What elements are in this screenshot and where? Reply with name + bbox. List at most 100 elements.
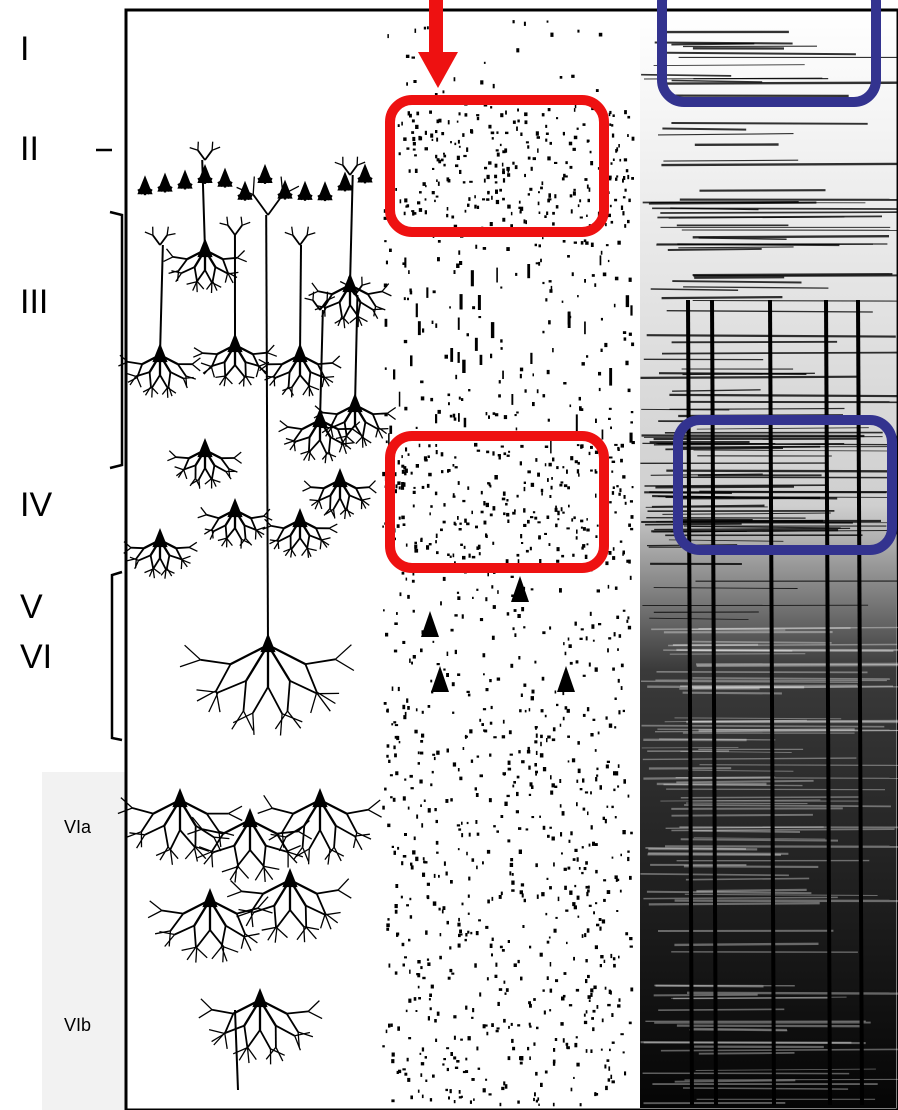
nissl-dot [585,1010,588,1014]
nissl-dot [546,515,550,519]
dendrite [209,899,227,927]
dendrite [257,174,266,181]
nissl-dot [587,198,590,203]
dendrite [149,900,163,912]
nissl-dot [443,152,445,155]
nissl-dot [622,331,627,334]
dendrite [367,809,382,818]
nissl-dot [608,175,612,179]
nissl-dot [450,348,454,362]
nissl-dot [624,1071,627,1076]
nissl-dot [520,444,524,448]
nissl-dot [618,492,621,496]
nissl-dot [458,1090,461,1094]
dendrite [319,798,348,815]
nissl-dot [576,127,579,130]
nissl-dot [412,136,416,142]
nissl-dot [535,131,539,136]
nissl-dot [506,454,510,457]
myelin-fiber [692,299,898,302]
myelin-fiber [646,890,812,895]
nissl-dot [492,605,496,609]
dendrite [165,568,175,574]
nissl-dot [563,972,567,975]
nissl-dot [493,736,497,739]
nissl-dot [596,774,599,777]
dendrite [175,456,190,460]
dendrite [126,831,142,838]
dendrite [181,946,197,952]
nissl-dot [498,895,502,899]
dendrite [245,376,252,386]
nissl-dot [592,841,595,846]
nissl-dot [485,502,489,508]
nissl-dot [476,546,480,550]
nissl-dot [420,1073,423,1077]
nissl-dot [407,1077,411,1082]
dendrite [213,836,230,840]
nissl-dot [510,224,513,229]
nissl-dot [394,909,398,914]
nissl-dot [622,178,624,183]
myelin-fiber [696,427,869,430]
nissl-dot [576,779,579,783]
dendrite [337,889,352,899]
myelin-fiber [643,436,883,438]
nissl-dot [631,441,635,445]
nissl-dot [525,220,527,225]
nissl-dot [586,184,589,189]
nissl-dot [564,175,568,178]
nissl-dot [445,1088,448,1092]
nissl-dot [497,454,501,457]
dendrite [306,226,309,236]
nissl-dot [436,179,438,182]
dendrite [244,524,257,531]
dendrite [196,281,198,293]
nissl-dot [610,426,612,430]
nissl-dot [476,114,480,117]
nissl-dot [572,147,576,151]
nissl-dot [496,1027,500,1030]
myelin-fiber [699,490,898,493]
dendrite [236,910,252,918]
nissl-dot [454,649,457,655]
nissl-dot [435,130,438,134]
nissl-dot [449,946,452,950]
dendrite [301,418,321,431]
nissl-dot [476,116,480,121]
myelin-fiber [678,476,898,479]
nissl-dot [600,317,603,321]
dendrite [151,387,153,398]
dendrite [234,508,252,520]
nissl-dot [627,856,630,862]
dendrite [299,234,308,246]
nissl-dot [617,678,620,683]
nissl-dot [553,1048,556,1052]
nissl-dot [394,971,398,975]
nissl-dot [531,816,535,819]
dendrite [223,946,239,953]
dendrite [218,508,236,520]
nissl-dot [575,988,580,992]
nissl-dot [579,406,582,411]
dendrite [254,530,257,540]
dendrite [245,644,269,682]
nissl-dot [622,830,626,835]
dendrite [193,266,198,282]
nissl-dot [449,1089,452,1094]
nissl-dot [587,974,590,979]
nissl-dot [455,374,458,380]
nissl-dot [403,339,408,344]
nissl-dot [584,791,589,794]
nissl-dot [382,525,384,528]
nissl-dot [402,482,406,487]
layer-brackets [96,148,124,742]
dendrite [152,568,156,579]
nissl-dot [516,791,519,797]
nissl-dot [503,980,506,984]
nissl-dot [397,1026,400,1031]
dendrite [221,258,229,273]
nissl-dot [511,1038,514,1043]
nissl-dot [581,934,584,938]
dendrite [218,830,235,837]
